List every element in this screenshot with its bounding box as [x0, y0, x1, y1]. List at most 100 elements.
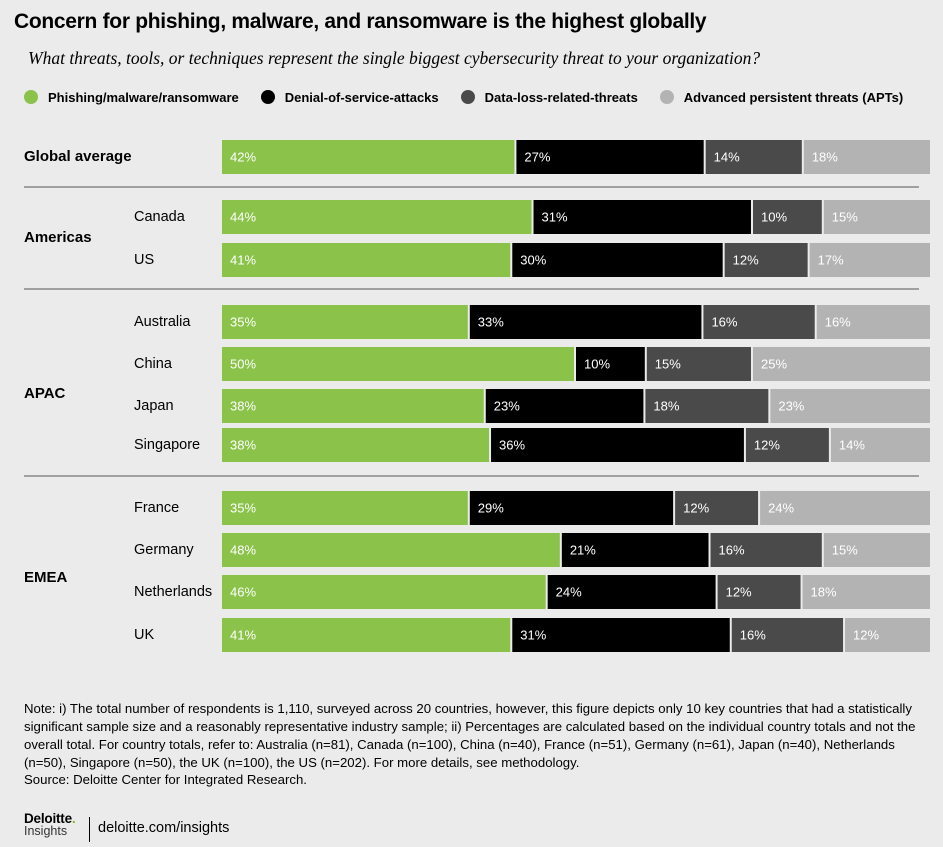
legend-label-dos: Denial-of-service-attacks: [284, 89, 439, 105]
data-label-dos: 27%: [524, 149, 550, 164]
data-label-apt: 12%: [853, 627, 879, 642]
bar-segment-dos: [547, 575, 716, 609]
legend-item-dos: Denial-of-service-attacks: [260, 89, 439, 105]
group-label-americas: Americas: [24, 229, 92, 246]
data-label-apt: 24%: [768, 500, 794, 515]
bar-segment-data-loss: [745, 428, 829, 462]
data-label-dos: 23%: [494, 398, 520, 413]
data-label-phishing: 35%: [230, 314, 256, 329]
country-label-china: China: [134, 356, 173, 372]
legend-item-apt: Advanced persistent threats (APTs): [659, 90, 903, 105]
bar-segment-data-loss: [703, 305, 815, 339]
data-label-apt: 23%: [778, 398, 804, 413]
group-label-global-average: Global average: [24, 148, 132, 165]
bar-segment-apt: [770, 389, 930, 423]
legend-swatch-phishing: [24, 90, 38, 104]
bar-segment-apt: [753, 347, 930, 381]
country-label-netherlands: Netherlands: [134, 584, 212, 600]
legend-swatch-apt: [659, 90, 674, 104]
data-label-apt: 25%: [761, 356, 787, 371]
data-label-dos: 33%: [478, 314, 504, 329]
data-label-phishing: 41%: [230, 627, 256, 642]
data-label-apt: 18%: [811, 584, 837, 599]
country-label-singapore: Singapore: [134, 437, 200, 453]
bar-segment-dos: [561, 533, 709, 567]
bar-segment-phishing: [222, 389, 484, 423]
stacked-bar-chart: Global average 42% 27% 14% 18% Americas Canada…: [24, 140, 930, 652]
bar-segment-data-loss: [717, 575, 801, 609]
bar-segment-apt: [802, 575, 930, 609]
bar-segment-dos: [469, 491, 674, 525]
data-label-data-loss: 16%: [740, 627, 766, 642]
data-label-dos: 24%: [556, 584, 582, 599]
bar-segment-phishing: [222, 533, 560, 567]
country-label-japan: Japan: [134, 398, 174, 414]
legend-label-phishing: Phishing/malware/ransomware: [48, 89, 239, 105]
data-label-apt: 14%: [839, 437, 865, 452]
data-label-phishing: 41%: [230, 252, 256, 267]
data-label-phishing: 50%: [230, 356, 256, 371]
bar-segment-apt: [809, 243, 930, 277]
group-label-apac: APAC: [24, 385, 66, 402]
bar-segment-data-loss: [731, 618, 844, 652]
group-label-emea: EMEA: [24, 569, 68, 586]
data-label-data-loss: 12%: [754, 437, 780, 452]
bar-segment-phishing: [222, 243, 511, 277]
country-label-canada: Canada: [134, 209, 186, 225]
bar-segment-apt: [830, 428, 930, 462]
country-label-australia: Australia: [134, 314, 191, 330]
legend: Phishing/malware/ransomware Denial-of-se…: [24, 87, 903, 107]
bar-segment-phishing: [222, 618, 511, 652]
country-label-germany: Germany: [134, 542, 194, 558]
data-label-data-loss: 12%: [733, 252, 759, 267]
data-label-data-loss: 12%: [726, 584, 752, 599]
bar-segment-phishing: [222, 428, 490, 462]
deloitte-logo: Deloitte. Insights: [24, 810, 76, 838]
data-label-phishing: 38%: [230, 437, 256, 452]
bar-segment-dos: [533, 200, 751, 234]
data-label-dos: 30%: [520, 252, 546, 267]
bar-segment-data-loss: [710, 533, 822, 567]
country-label-us: US: [134, 252, 154, 268]
bar-segment-data-loss: [646, 347, 751, 381]
legend-swatch-dos: [260, 90, 275, 104]
data-label-data-loss: 16%: [719, 542, 745, 557]
chart-title: Concern for phishing, malware, and ranso…: [14, 10, 707, 33]
bar-segment-apt: [823, 200, 930, 234]
data-label-apt: 15%: [832, 542, 858, 557]
bar-segment-phishing: [222, 491, 468, 525]
bar-segment-apt: [845, 618, 930, 652]
legend-item-phishing: Phishing/malware/ransomware: [24, 90, 239, 105]
logo-dot: .: [71, 810, 76, 826]
legend-label-data-loss: Data-loss-related-threats: [484, 89, 638, 105]
data-label-dos: 31%: [520, 627, 546, 642]
data-label-phishing: 35%: [230, 500, 256, 515]
bar-segment-apt: [816, 305, 930, 339]
data-label-phishing: 42%: [230, 149, 256, 164]
logo-wordmark: Deloitte: [24, 811, 72, 826]
bar-segment-dos: [516, 140, 704, 174]
bar-segment-dos: [576, 347, 645, 381]
data-label-data-loss: 15%: [655, 356, 681, 371]
data-label-dos: 10%: [584, 356, 610, 371]
data-label-apt: 16%: [825, 314, 851, 329]
bar-segment-dos: [491, 428, 744, 462]
bar-segment-data-loss: [645, 389, 769, 423]
data-label-data-loss: 12%: [683, 500, 709, 515]
legend-swatch-data-loss: [460, 90, 475, 104]
bar-segment-dos: [469, 305, 702, 339]
bar-segment-data-loss: [724, 243, 808, 277]
source-line: Source: Deloitte Center for Integrated R…: [24, 772, 307, 787]
data-label-phishing: 46%: [230, 584, 256, 599]
data-label-dos: 31%: [542, 209, 568, 224]
footer-url[interactable]: deloitte.com/insights: [98, 820, 230, 836]
data-label-data-loss: 18%: [653, 398, 679, 413]
data-label-dos: 36%: [499, 437, 525, 452]
logo-divider: [89, 817, 90, 842]
bar-segment-phishing: [222, 575, 546, 609]
bar-segment-phishing: [222, 347, 574, 381]
data-label-phishing: 44%: [230, 209, 256, 224]
footnote: Note: i) The total number of respondents…: [24, 701, 916, 770]
country-label-france: France: [134, 500, 179, 516]
country-label-uk: UK: [134, 627, 154, 643]
